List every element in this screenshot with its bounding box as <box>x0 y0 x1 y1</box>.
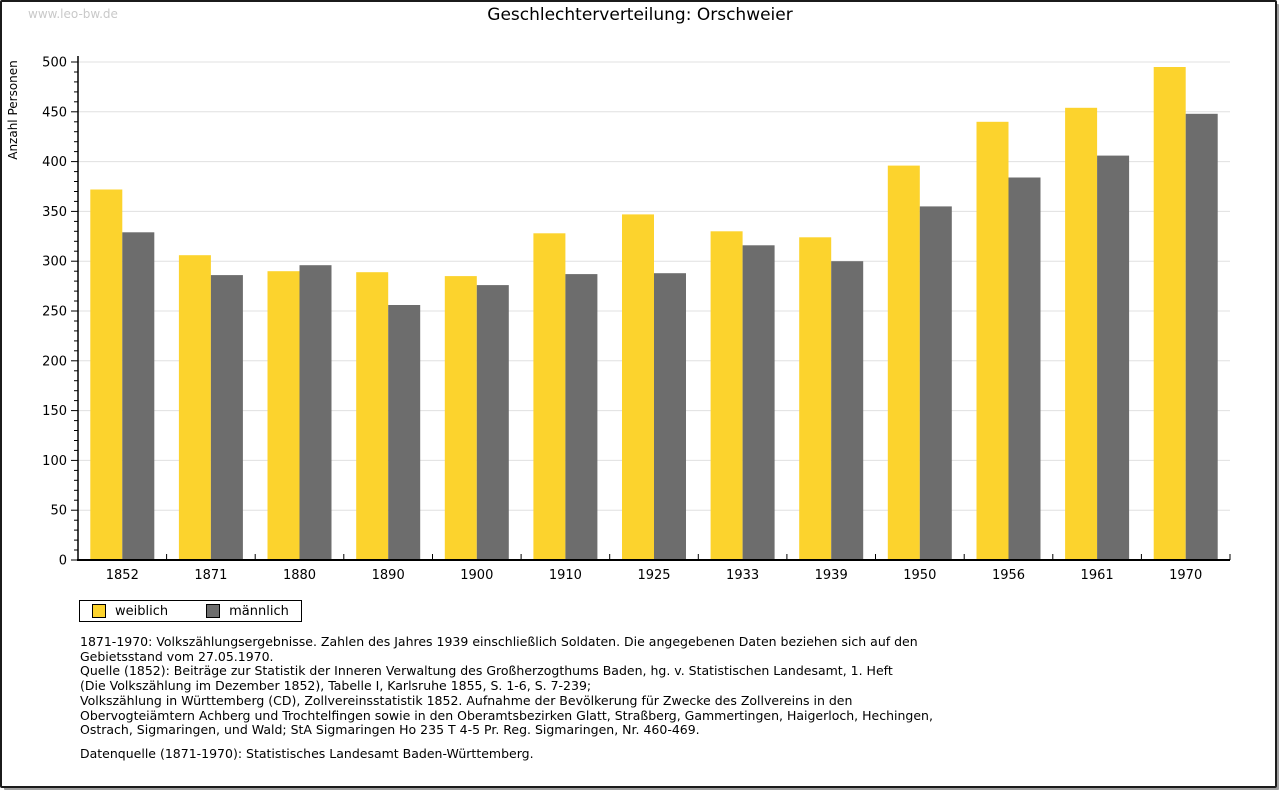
bar-männlich-1925 <box>654 273 686 560</box>
datasource-line: Datenquelle (1871-1970): Statistisches L… <box>80 745 534 761</box>
footnote-line: Obervogteiämtern Achberg und Trochtelfin… <box>80 707 933 723</box>
y-axis-title: Anzahl Personen <box>6 60 20 160</box>
bar-männlich-1961 <box>1097 155 1130 560</box>
y-tick-label: 300 <box>42 255 67 270</box>
bar-männlich-1950 <box>919 206 952 560</box>
watermark-text: www.leo-bw.de <box>28 7 118 21</box>
y-tick-label: 350 <box>42 205 67 220</box>
footnote-line: Gebietsstand vom 27.05.1970. <box>80 648 274 664</box>
bar-weiblich-1910 <box>533 233 566 561</box>
y-tick-label: 150 <box>42 404 67 419</box>
x-tick-label: 1852 <box>106 568 139 583</box>
x-tick-label: 1890 <box>372 568 405 583</box>
y-tick-label: 200 <box>42 354 67 369</box>
bar-männlich-1852 <box>122 232 155 561</box>
footnote-line: (Die Volkszählung im Dezember 1852), Tab… <box>80 678 592 694</box>
x-tick-label: 1910 <box>549 568 582 583</box>
chart-legend: weiblich männlich <box>79 600 302 622</box>
x-tick-label: 1925 <box>637 568 670 583</box>
y-tick-label: 250 <box>42 305 67 320</box>
x-tick-label: 1933 <box>726 568 759 583</box>
footnote-line: 1871-1970: Volkszählungsergebnisse. Zahl… <box>80 634 918 649</box>
bar-weiblich-1852 <box>90 189 123 560</box>
chart-title: Geschlechterverteilung: Orschweier <box>487 5 793 25</box>
legend-item-weiblich: weiblich <box>92 604 168 619</box>
y-tick-label: 450 <box>42 105 67 120</box>
bar-weiblich-1890 <box>356 272 389 560</box>
bar-männlich-1871 <box>210 275 243 560</box>
bar-weiblich-1961 <box>1065 107 1098 561</box>
bar-männlich-1910 <box>565 274 598 560</box>
footnote-line: Ostrach, Sigmaringen, und Wald; StA Sigm… <box>80 722 700 738</box>
x-tick-label: 1880 <box>283 568 316 583</box>
bar-männlich-1933 <box>742 245 775 561</box>
bar-männlich-1880 <box>299 265 332 560</box>
bar-männlich-1890 <box>388 305 421 560</box>
x-tick-label: 1956 <box>992 568 1025 583</box>
bar-weiblich-1970 <box>1153 67 1186 560</box>
x-tick-label: 1970 <box>1169 568 1202 583</box>
x-tick-label: 1939 <box>815 568 848 583</box>
legend-label-maennlich: männlich <box>229 603 289 619</box>
legend-item-maennlich: männlich <box>206 604 289 619</box>
x-tick-label: 1961 <box>1081 568 1114 583</box>
bar-weiblich-1939 <box>799 237 832 561</box>
x-tick-label: 1871 <box>194 568 227 583</box>
y-tick-label: 400 <box>42 155 67 170</box>
bar-männlich-1900 <box>476 285 509 560</box>
bar-weiblich-1880 <box>267 271 300 560</box>
bar-weiblich-1871 <box>178 255 211 560</box>
bar-weiblich-1925 <box>622 214 654 560</box>
footnotes: 1871-1970: Volkszählungsergebnisse. Zahl… <box>80 634 933 762</box>
x-tick-label: 1950 <box>903 568 936 583</box>
y-tick-label: 100 <box>42 454 67 469</box>
bar-chart: 1852 1871 1880 1890 1900 1910 1925 1933 1939 1950… <box>6 56 1231 583</box>
bar-männlich-1939 <box>831 261 864 560</box>
y-tick-label: 500 <box>42 56 67 71</box>
legend-swatch-maennlich <box>206 604 221 618</box>
legend-label-weiblich: weiblich <box>115 603 169 619</box>
footnote-line: Volkszählung in Württemberg (CD), Zollve… <box>80 692 853 708</box>
bar-männlich-1970 <box>1185 113 1218 561</box>
x-tick-label: 1900 <box>460 568 493 583</box>
legend-swatch-weiblich <box>92 604 106 618</box>
bar-weiblich-1956 <box>976 121 1009 561</box>
y-tick-label: 0 <box>59 554 67 569</box>
y-tick-label: 50 <box>50 504 67 519</box>
bar-weiblich-1950 <box>887 165 920 560</box>
footnote-line: Quelle (1852): Beiträge zur Statistik de… <box>80 663 893 679</box>
bar-weiblich-1900 <box>444 276 477 560</box>
bar-weiblich-1933 <box>710 231 743 561</box>
bar-männlich-1956 <box>1008 177 1041 560</box>
